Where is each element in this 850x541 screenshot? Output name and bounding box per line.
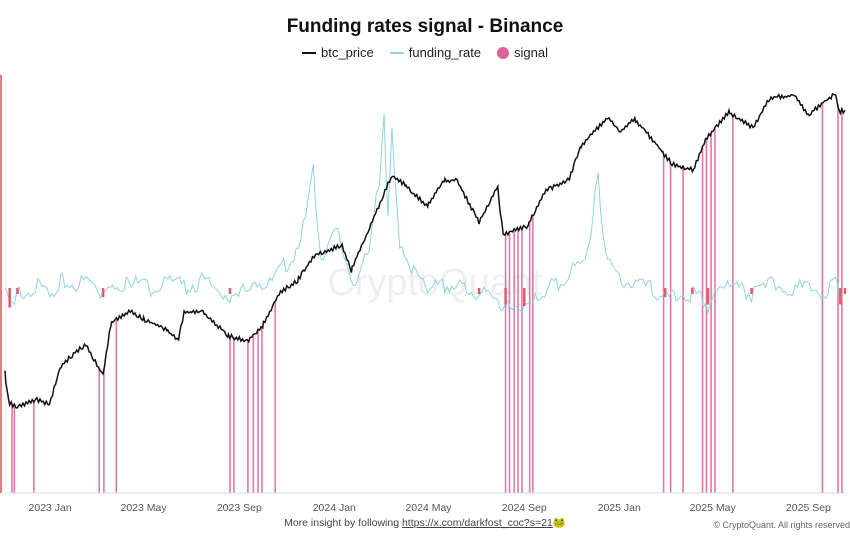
legend-label: btc_price	[321, 45, 374, 60]
legend-btc-price[interactable]: btc_price	[302, 45, 374, 60]
signal-dot-icon	[497, 46, 510, 59]
x-tick-label: 2024 Jan	[313, 502, 356, 514]
legend: btc_price funding_rate signal	[0, 45, 850, 60]
copyright: © CryptoQuant. All rights reserved	[713, 520, 850, 530]
x-tick-label: 2025 May	[690, 502, 737, 514]
legend-label: signal	[514, 45, 548, 60]
chart-title: Funding rates signal - Binance	[286, 16, 564, 37]
footer-text: More insight by following	[284, 517, 402, 529]
funding-line-swatch-icon	[389, 51, 404, 54]
btc-line-swatch-icon	[302, 51, 316, 54]
funding-rate-line	[4, 114, 844, 315]
x-tick-label: 2024 May	[405, 502, 452, 514]
x-tick-label: 2024 Sep	[502, 502, 547, 514]
legend-label: funding_rate	[408, 45, 482, 60]
x-tick-label: 2025 Sep	[786, 502, 831, 514]
x-tick-label: 2023 Jan	[29, 502, 72, 514]
legend-signal[interactable]: signal	[497, 45, 548, 60]
legend-funding-rate[interactable]: funding_rate	[389, 45, 482, 60]
btc-price-line	[4, 92, 846, 409]
x-tick-label: 2025 Jan	[598, 502, 641, 514]
footer-link[interactable]: https://x.com/darkfost_coc?s=21	[401, 517, 553, 529]
watermark: CryptoQuant	[327, 262, 543, 304]
x-tick-label: 2023 Sep	[217, 502, 262, 514]
x-tick-label: 2023 May	[121, 502, 168, 514]
frog-icon: 🐸	[552, 517, 566, 529]
footer: More insight by following https://x.com/…	[0, 516, 850, 529]
